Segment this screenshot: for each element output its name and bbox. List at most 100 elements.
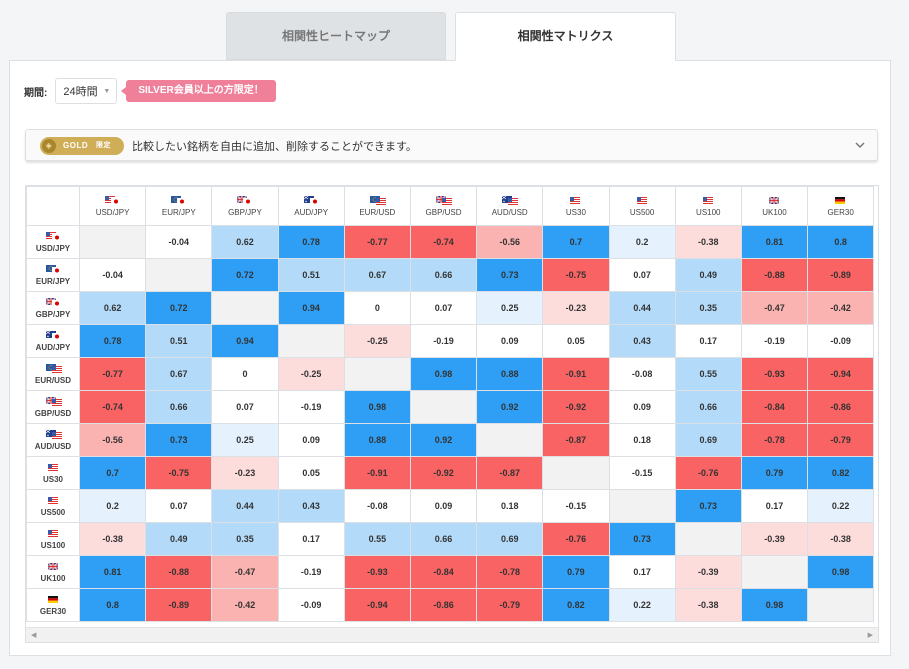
correlation-cell: 0.05 <box>542 324 610 358</box>
table-row: US100 -0.38 0.49 0.35 0.17 0.55 0.66 0.69 -0.76 0… <box>26 522 875 556</box>
correlation-cell: 0.17 <box>608 555 676 589</box>
diagonal-cell <box>409 390 478 424</box>
correlation-cell: -0.78 <box>740 423 809 457</box>
diagonal-cell <box>674 522 742 556</box>
flag-icon <box>436 195 453 205</box>
row-header-label: US100 <box>40 540 66 550</box>
silver-only-badge: SILVER会員以上の方限定！ <box>121 80 276 102</box>
diagonal-cell <box>740 555 809 589</box>
diagonal-cell <box>145 258 213 292</box>
correlation-cell: 0.7 <box>78 456 147 490</box>
correlation-cell: -0.77 <box>343 225 411 259</box>
gold-coin-icon: ◈ <box>42 139 56 153</box>
flag-icon <box>502 195 519 205</box>
flag-icon <box>568 196 583 205</box>
flag-icon <box>45 264 62 274</box>
correlation-cell: -0.56 <box>476 225 544 259</box>
correlation-cell: 0.25 <box>476 291 544 325</box>
correlation-cell: -0.19 <box>409 324 478 358</box>
scroll-left-icon[interactable]: ◀ <box>31 632 37 639</box>
correlation-cell: -0.93 <box>740 357 809 391</box>
flag-icon <box>701 196 716 205</box>
row-header-label: UK100 <box>40 573 66 583</box>
diagonal-cell <box>78 225 147 259</box>
correlation-cell: 0.55 <box>343 522 411 556</box>
row-header: GBP/USD <box>26 390 80 424</box>
period-select[interactable]: 24時間 ▼ <box>55 78 118 104</box>
correlation-cell: -0.56 <box>78 423 147 457</box>
correlation-cell: -0.39 <box>674 555 742 589</box>
gold-badge-label: GOLD <box>63 141 89 150</box>
diagonal-cell <box>542 456 610 490</box>
tab-matrix[interactable]: 相関性マトリクス <box>455 12 676 61</box>
flag-icon <box>46 595 61 604</box>
matrix-panel: 期間: 24時間 ▼ SILVER会員以上の方限定！ ◈ GOLD 限定 比較し… <box>9 60 891 656</box>
period-value: 24時間 <box>63 86 98 98</box>
correlation-cell: -0.87 <box>542 423 610 457</box>
row-header: EUR/USD <box>26 357 80 391</box>
correlation-cell: -0.74 <box>409 225 478 259</box>
correlation-cell: -0.74 <box>78 390 147 424</box>
flag-icon <box>46 562 61 571</box>
column-header: US30 <box>542 186 610 226</box>
flag-icon <box>45 429 62 439</box>
table-row: US500 0.2 0.07 0.44 0.43 -0.08 0.09 0.18 -0.15 0.… <box>26 489 875 523</box>
horizontal-scrollbar[interactable]: ◀ ▶ <box>26 627 878 642</box>
gold-feature-bar[interactable]: ◈ GOLD 限定 比較したい銘柄を自由に追加、削除することができます。 <box>25 129 878 161</box>
correlation-cell: 0.2 <box>78 489 147 523</box>
diagonal-cell <box>277 324 345 358</box>
correlation-cell: 0.98 <box>807 555 875 589</box>
column-header-label: USD/JPY <box>95 207 130 217</box>
correlation-cell: -0.92 <box>542 390 610 424</box>
correlation-cell: -0.19 <box>277 390 345 424</box>
row-header: UK100 <box>26 555 80 589</box>
correlation-cell: -0.75 <box>542 258 610 292</box>
column-header-label: EUR/JPY <box>161 207 196 217</box>
correlation-cell: 0.94 <box>211 324 279 358</box>
correlation-cell: -0.04 <box>78 258 147 292</box>
correlation-cell: -0.42 <box>211 588 279 622</box>
correlation-cell: -0.38 <box>78 522 147 556</box>
correlation-cell: -0.84 <box>740 390 809 424</box>
tab-heatmap[interactable]: 相関性ヒートマップ <box>226 12 446 60</box>
row-header: USD/JPY <box>26 225 80 259</box>
chevron-down-icon[interactable] <box>853 138 867 152</box>
correlation-cell: -0.76 <box>542 522 610 556</box>
correlation-cell: 0.07 <box>211 390 279 424</box>
correlation-cell: 0.66 <box>145 390 213 424</box>
correlation-cell: 0.72 <box>211 258 279 292</box>
matrix-table: USD/JPY EUR/JPY GBP/JPY AUD/JPY EUR/USD GBP/U… <box>26 186 875 622</box>
correlation-cell: 0.82 <box>807 456 875 490</box>
row-header: AUD/JPY <box>26 324 80 358</box>
table-row: UK100 0.81 -0.88 -0.47 -0.19 -0.93 -0.84 -0.78 0… <box>26 555 875 589</box>
column-header-label: AUD/JPY <box>294 207 329 217</box>
correlation-cell: 0.8 <box>78 588 147 622</box>
diagonal-cell <box>343 357 411 391</box>
correlation-cell: -0.25 <box>343 324 411 358</box>
table-row: AUD/USD -0.56 0.73 0.25 0.09 0.88 0.92 -0.87 0.1… <box>26 423 875 457</box>
correlation-cell: -0.38 <box>674 588 742 622</box>
row-header-label: EUR/USD <box>34 375 71 385</box>
correlation-cell: 0.94 <box>277 291 345 325</box>
column-header: EUR/JPY <box>145 186 213 226</box>
column-header-label: GER30 <box>827 207 854 217</box>
correlation-cell: -0.86 <box>409 588 478 622</box>
period-row: 期間: 24時間 ▼ SILVER会員以上の方限定！ <box>24 77 276 105</box>
column-header: US500 <box>608 186 676 226</box>
correlation-cell: -0.08 <box>608 357 676 391</box>
gold-badge: ◈ GOLD 限定 <box>40 137 124 155</box>
correlation-cell: -0.19 <box>277 555 345 589</box>
correlation-cell: 0.66 <box>409 522 478 556</box>
correlation-cell: -0.47 <box>211 555 279 589</box>
correlation-cell: 0.22 <box>807 489 875 523</box>
row-header: US500 <box>26 489 80 523</box>
row-header: GBP/JPY <box>26 291 80 325</box>
scroll-right-icon[interactable]: ▶ <box>867 632 873 639</box>
correlation-cell: -0.39 <box>740 522 809 556</box>
correlation-cell: -0.09 <box>807 324 875 358</box>
correlation-cell: -0.79 <box>476 588 544 622</box>
column-header: USD/JPY <box>78 186 147 226</box>
correlation-cell: 0.09 <box>608 390 676 424</box>
period-label: 期間: <box>24 87 48 99</box>
row-header: GER30 <box>26 588 80 622</box>
